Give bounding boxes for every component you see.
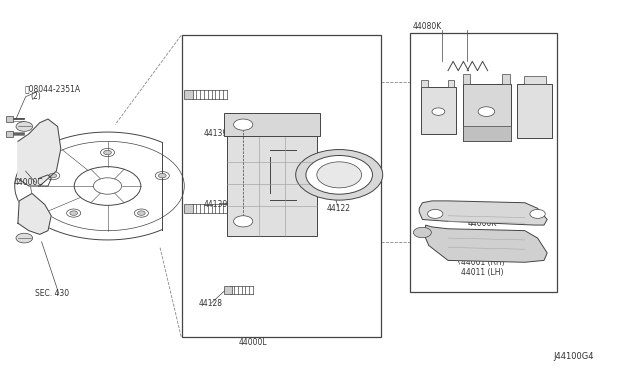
Bar	[6, 116, 13, 122]
Bar	[184, 204, 193, 213]
Polygon shape	[18, 119, 61, 186]
Text: (2): (2)	[31, 92, 42, 101]
Circle shape	[478, 107, 495, 116]
Bar	[524, 76, 546, 84]
Polygon shape	[426, 225, 547, 262]
Text: 44122: 44122	[326, 204, 351, 213]
Text: 44139A: 44139A	[204, 129, 233, 138]
Bar	[227, 113, 317, 236]
Circle shape	[234, 216, 253, 227]
Circle shape	[49, 173, 56, 178]
Text: 44128: 44128	[198, 299, 223, 308]
Circle shape	[159, 173, 166, 178]
Bar	[463, 84, 511, 141]
Text: J44100G4: J44100G4	[554, 352, 594, 361]
Circle shape	[413, 227, 431, 238]
Bar	[184, 90, 193, 99]
Bar	[224, 113, 320, 136]
Circle shape	[16, 122, 33, 131]
Circle shape	[432, 108, 445, 115]
Text: 44080K: 44080K	[413, 22, 442, 31]
Circle shape	[296, 150, 383, 200]
Bar	[224, 286, 232, 294]
Text: 44000C: 44000C	[14, 178, 44, 187]
Bar	[421, 87, 456, 134]
Circle shape	[104, 150, 111, 155]
Bar	[463, 126, 511, 141]
Text: 44000L: 44000L	[239, 338, 267, 347]
Polygon shape	[419, 201, 547, 225]
Circle shape	[530, 209, 545, 218]
Bar	[421, 80, 428, 87]
Bar	[6, 131, 13, 137]
Text: SEC. 430: SEC. 430	[35, 289, 69, 298]
Circle shape	[428, 209, 443, 218]
Circle shape	[317, 162, 362, 188]
Bar	[182, 35, 381, 337]
Bar	[517, 84, 552, 138]
Bar	[448, 80, 454, 87]
Text: Ⓑ08044-2351A: Ⓑ08044-2351A	[24, 85, 81, 94]
Circle shape	[138, 211, 145, 215]
Bar	[410, 33, 557, 292]
Text: 44011 (LH): 44011 (LH)	[461, 268, 503, 277]
Text: 44139: 44139	[204, 200, 228, 209]
Circle shape	[306, 155, 372, 194]
Bar	[463, 74, 470, 84]
Circle shape	[70, 211, 77, 215]
Text: 44000K: 44000K	[467, 219, 497, 228]
Polygon shape	[18, 193, 51, 234]
Circle shape	[16, 233, 33, 243]
Circle shape	[234, 119, 253, 130]
Text: 44001 (RH): 44001 (RH)	[461, 258, 504, 267]
Bar	[502, 74, 510, 84]
